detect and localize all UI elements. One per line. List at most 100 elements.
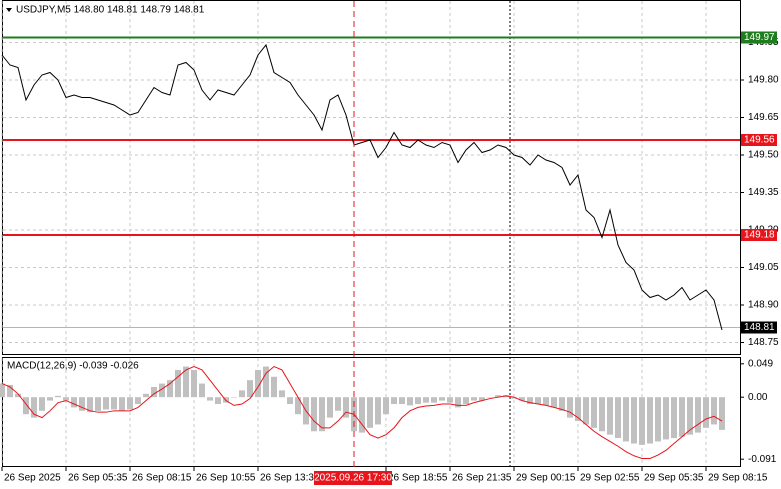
x-tick-label: 26 Sep 13:35: [260, 473, 320, 484]
macd-y-tick-label: 0.00: [748, 392, 768, 403]
x-tick-label: 26 Sep 10:55: [196, 473, 256, 484]
macd-bar: [119, 397, 125, 411]
macd-bar: [487, 397, 493, 398]
macd-bar: [615, 397, 621, 439]
macd-bar: [559, 397, 565, 411]
x-tick-label: 29 Sep 02:55: [580, 473, 640, 484]
macd-bar: [207, 397, 213, 401]
macd-bar: [695, 397, 701, 433]
macd-bar: [95, 397, 101, 411]
macd-bar: [7, 384, 13, 398]
x-tick-label: 26 Sep 05:35: [68, 473, 128, 484]
macd-bar: [471, 397, 477, 401]
macd-bar: [687, 397, 693, 435]
macd-bar: [103, 397, 109, 410]
y-tick-label: 148.75: [748, 337, 779, 348]
level-label-box: [741, 31, 777, 44]
macd-bar: [111, 397, 117, 410]
macd-bar: [287, 397, 293, 405]
macd-bar: [191, 369, 197, 398]
macd-y-tick-label: -0.091: [748, 454, 777, 465]
macd-bar: [375, 397, 381, 425]
macd-bar: [31, 397, 37, 418]
x-tick-label: 29 Sep 05:35: [644, 473, 704, 484]
macd-bar: [703, 397, 709, 428]
macd-bar: [327, 397, 333, 418]
macd-bar: [79, 397, 85, 411]
level-label: 149.97: [744, 32, 775, 43]
macd-bar: [343, 397, 349, 418]
price-line: [1, 43, 723, 331]
macd-bar: [167, 380, 173, 398]
macd-bar: [335, 397, 341, 411]
macd-bar: [567, 397, 573, 418]
macd-bar: [455, 397, 461, 408]
macd-bar: [271, 376, 277, 398]
last-price-label: 148.81: [744, 322, 775, 333]
macd-bar: [575, 397, 581, 422]
macd-bar: [447, 397, 453, 403]
x-tick-label: 26 Sep 08:15: [132, 473, 192, 484]
y-tick-label: 149.35: [748, 187, 779, 198]
macd-bar: [39, 397, 45, 411]
macd-bar: [231, 397, 237, 398]
macd-bar: [463, 397, 469, 405]
macd-bar: [527, 397, 533, 405]
macd-bar: [295, 397, 301, 415]
macd-y-tick-label: 0.049: [748, 358, 773, 369]
macd-bar: [655, 397, 661, 442]
macd-bar: [175, 369, 181, 398]
macd-bar: [639, 397, 645, 445]
level-label: 149.56: [744, 135, 775, 146]
macd-bar: [671, 397, 677, 439]
macd-bar: [151, 386, 157, 398]
macd-bar: [215, 397, 221, 405]
level-label: 149.18: [744, 230, 775, 241]
y-tick-label: 149.05: [748, 262, 779, 273]
macd-bar: [383, 397, 389, 415]
y-tick-label: 149.50: [748, 150, 779, 161]
macd-bar: [263, 366, 269, 398]
macd-bar: [647, 397, 653, 444]
macd-bar: [607, 397, 613, 435]
macd-bar: [143, 393, 149, 398]
macd-bar: [255, 369, 261, 398]
macd-bar: [551, 397, 557, 408]
x-tick-label: 26 Sep 21:35: [452, 473, 512, 484]
macd-bar: [511, 397, 517, 399]
macd-bar: [543, 397, 549, 406]
macd-bar: [623, 397, 629, 442]
x-tick-label: 29 Sep 08:15: [708, 473, 768, 484]
macd-bar: [359, 397, 365, 433]
macd-signal-line: [1, 365, 723, 460]
cursor-time: 2025.09.26 17:30: [314, 473, 392, 484]
macd-bar: [367, 397, 373, 428]
macd-bar: [479, 397, 485, 401]
menu-arrow: [6, 8, 12, 12]
macd-bar: [535, 397, 541, 405]
chart-header: USDJPY,M5 148.80 148.81 148.79 148.81: [16, 5, 205, 16]
macd-bar: [183, 366, 189, 398]
macd-bar: [135, 397, 141, 405]
x-tick-label: 29 Sep 00:15: [516, 473, 576, 484]
macd-bar: [55, 395, 61, 398]
y-tick-label: 149.65: [748, 112, 779, 123]
macd-bar: [47, 397, 53, 401]
macd-bar: [0, 383, 5, 398]
macd-bar: [663, 397, 669, 440]
macd-bar: [15, 393, 21, 398]
level-label-box: [741, 229, 777, 241]
macd-bar: [407, 397, 413, 406]
macd-bar: [599, 397, 605, 432]
macd-bar: [711, 397, 717, 425]
macd-bar: [71, 397, 77, 408]
macd-bar: [631, 397, 637, 444]
macd-bar: [431, 397, 437, 403]
macd-bar: [391, 397, 397, 405]
y-tick-label: 149.80: [748, 75, 779, 86]
macd-bar: [23, 397, 29, 415]
macd-bar: [159, 383, 165, 398]
level-label-box: [741, 134, 777, 146]
macd-bar: [719, 397, 725, 430]
